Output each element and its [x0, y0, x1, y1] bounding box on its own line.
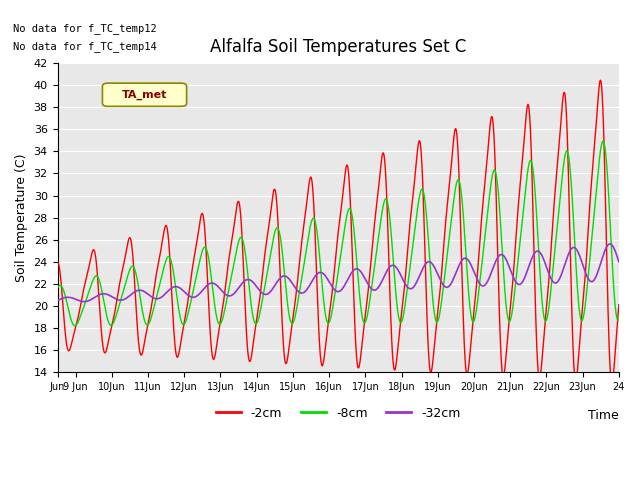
Title: Alfalfa Soil Temperatures Set C: Alfalfa Soil Temperatures Set C [210, 38, 467, 56]
Text: No data for f_TC_temp14: No data for f_TC_temp14 [13, 41, 156, 52]
Text: TA_met: TA_met [122, 90, 167, 100]
Text: Time: Time [588, 409, 619, 422]
Legend: -2cm, -8cm, -32cm: -2cm, -8cm, -32cm [211, 402, 466, 425]
Text: No data for f_TC_temp12: No data for f_TC_temp12 [13, 23, 156, 34]
Y-axis label: Soil Temperature (C): Soil Temperature (C) [15, 154, 28, 282]
FancyBboxPatch shape [102, 83, 187, 107]
